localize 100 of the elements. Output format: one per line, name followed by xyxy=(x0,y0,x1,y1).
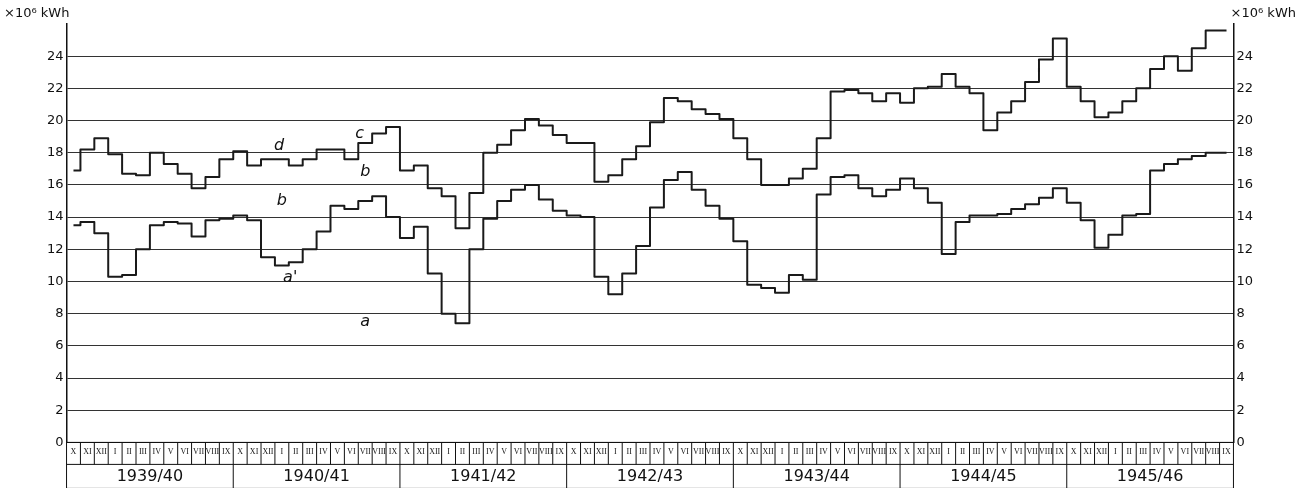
x-tick-label: XII xyxy=(262,447,274,457)
x-tick-label: VI xyxy=(180,447,190,457)
y2-tick-label: 12 xyxy=(1236,240,1253,256)
x-tick-label: XI xyxy=(916,447,926,457)
text: 1942/43 xyxy=(616,465,684,485)
x-tick-label: II xyxy=(459,447,466,457)
x-tick-label: V xyxy=(1001,447,1008,457)
x-tick-label: VI xyxy=(847,447,856,457)
x-tick-label: II xyxy=(126,447,133,457)
x-tick-label: XII xyxy=(762,447,774,457)
y-tick-label: 24 xyxy=(47,47,64,63)
x-tick-label: I xyxy=(613,447,617,457)
x-tick-label: I xyxy=(947,447,951,457)
x-tick-label: IV xyxy=(319,447,328,457)
y2-tick-label: 14 xyxy=(1236,208,1253,224)
y-tick-label: 10 xyxy=(47,272,64,288)
x-tick-label: IX xyxy=(388,447,398,457)
y2-tick-label: 0 xyxy=(1236,433,1245,449)
x-tick-label: X xyxy=(404,447,410,457)
x-tick-label: IV xyxy=(652,447,662,457)
x-tick-label: II xyxy=(626,447,633,457)
annotation: a xyxy=(360,310,371,330)
y2-tick-label: 8 xyxy=(1236,305,1245,321)
x-tick-label: V xyxy=(501,447,508,457)
x-tick-label: V xyxy=(334,447,341,457)
x-tick-label: X xyxy=(904,447,911,457)
y-tick-label: 22 xyxy=(47,79,64,95)
x-tick-label: VII xyxy=(359,447,372,457)
x-tick-label: VI xyxy=(1013,447,1023,457)
x-tick-label: III xyxy=(805,447,815,457)
x-tick-label: X xyxy=(70,447,77,457)
x-tick-label: IV xyxy=(986,447,995,457)
text: 1940/41 xyxy=(283,465,350,485)
y2-tick-label: 20 xyxy=(1236,111,1253,127)
x-tick-label: IX xyxy=(1222,447,1231,457)
text: 1941/42 xyxy=(450,465,517,485)
annotation: b xyxy=(276,190,287,210)
x-tick-label: IX xyxy=(555,447,565,457)
y-tick-label: 0 xyxy=(55,433,64,449)
x-tick-label: VII xyxy=(192,447,205,457)
x-tick-label: II xyxy=(793,447,799,457)
x-tick-label: I xyxy=(780,447,784,457)
x-tick-label: V xyxy=(167,447,174,457)
x-tick-label: IX xyxy=(222,447,231,457)
x-tick-label: IX xyxy=(722,447,731,457)
y-tick-label: 2 xyxy=(55,401,64,417)
y2-tick-label: 2 xyxy=(1236,401,1245,417)
y-tick-label: 18 xyxy=(47,144,64,160)
x-tick-label: XI xyxy=(83,447,92,457)
x-tick-label: XII xyxy=(929,447,941,457)
y2-axis-title: ×10⁶ kWh xyxy=(1230,5,1296,21)
y-axis-title: ×10⁶ kWh xyxy=(4,5,70,21)
y-tick-label: 20 xyxy=(47,111,64,127)
x-tick-label: III xyxy=(972,447,981,457)
x-tick-label: X xyxy=(1070,447,1077,457)
x-tick-label: V xyxy=(667,447,674,457)
x-tick-label: VIII xyxy=(538,447,554,457)
x-tick-label: V xyxy=(1168,447,1175,457)
x-tick-label: XI xyxy=(583,447,593,457)
x-tick-label: I xyxy=(113,447,117,457)
x-tick-label: V xyxy=(834,447,841,457)
y-tick-label: 12 xyxy=(47,240,64,256)
y2-tick-label: 22 xyxy=(1236,79,1253,95)
text: 1943/44 xyxy=(783,465,850,485)
x-tick-label: II xyxy=(293,447,299,457)
x-tick-label: III xyxy=(1139,447,1148,457)
x-tick-label: IV xyxy=(1152,447,1162,457)
x-tick-label: XII xyxy=(595,447,608,457)
x-tick-label: III xyxy=(138,447,148,457)
y-tick-label: 8 xyxy=(55,305,64,321)
x-tick-label: VIII xyxy=(705,447,720,457)
x-tick-label: VIII xyxy=(1205,447,1220,457)
y2-tick-label: 18 xyxy=(1236,144,1253,160)
x-tick-label: XI xyxy=(1083,447,1093,457)
y2-tick-label: 6 xyxy=(1236,337,1245,353)
x-tick-label: VII xyxy=(526,447,538,457)
x-tick-label: IV xyxy=(152,447,162,457)
x-tick-label: III xyxy=(305,447,314,457)
annotation: c xyxy=(355,122,365,142)
y-tick-label: 16 xyxy=(47,176,64,192)
x-tick-label: IV xyxy=(819,447,829,457)
x-tick-label: XII xyxy=(95,447,108,457)
annotation: b xyxy=(360,161,371,181)
x-tick-label: X xyxy=(570,447,577,457)
x-tick-label: VI xyxy=(680,447,690,457)
y2-tick-label: 16 xyxy=(1236,176,1253,192)
x-tick-label: X xyxy=(737,447,744,457)
y2-tick-label: 24 xyxy=(1236,47,1253,63)
x-tick-label: IX xyxy=(1055,447,1065,457)
x-tick-label: XI xyxy=(749,447,759,457)
x-tick-label: II xyxy=(959,447,966,457)
y-tick-label: 14 xyxy=(47,208,64,224)
x-tick-label: VII xyxy=(859,447,872,457)
x-tick-label: IX xyxy=(888,447,898,457)
x-tick-label: III xyxy=(472,447,481,457)
y2-tick-label: 4 xyxy=(1236,369,1245,385)
x-tick-label: I xyxy=(1114,447,1118,457)
x-tick-label: VI xyxy=(513,447,523,457)
y-tick-label: 4 xyxy=(55,369,64,385)
x-tick-label: II xyxy=(1126,447,1133,457)
